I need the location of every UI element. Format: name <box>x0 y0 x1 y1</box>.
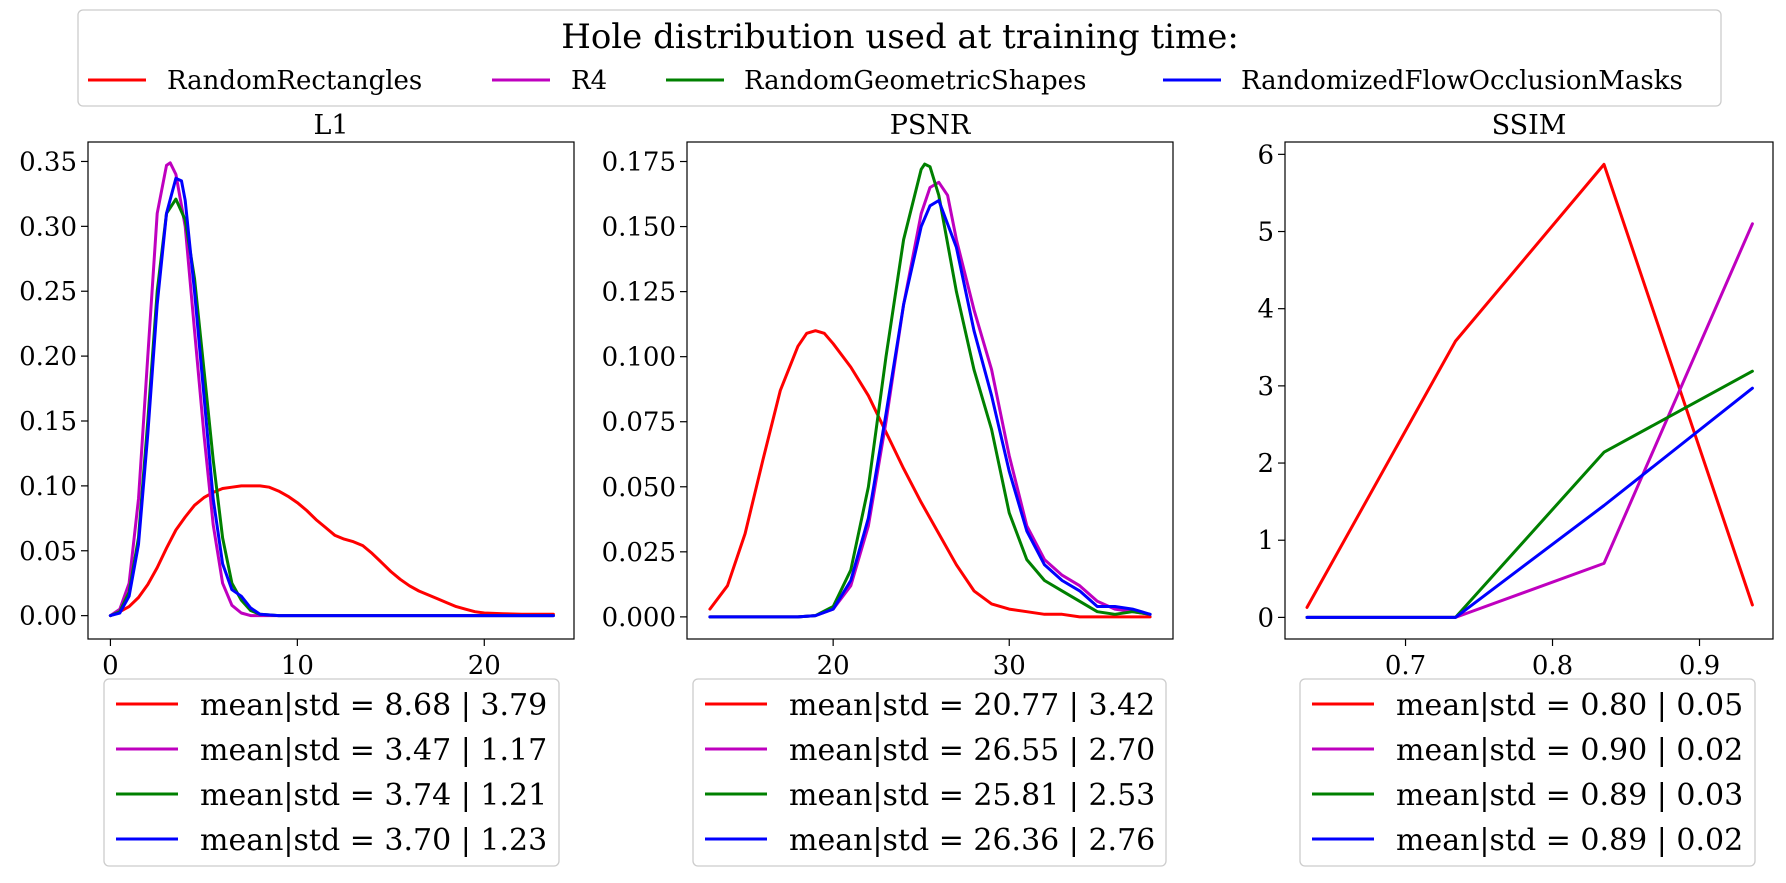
ssim-line-randomrectangles <box>1305 162 1754 609</box>
l1-line-randomgeometricshapes <box>108 197 555 618</box>
l1-xtick-label: 0 <box>102 651 119 681</box>
l1-series-group <box>108 161 555 618</box>
legend-title: Hole distribution used at training time: <box>561 17 1239 57</box>
psnr-legend-label-randomrectangles: mean|std = 20.77 | 3.42 <box>789 688 1155 723</box>
ssim-ytick-label: 1 <box>1257 526 1274 556</box>
ssim-xtick-label: 0.9 <box>1679 651 1720 681</box>
panel-psnr: PSNR 20 30 0.000 0.025 0.050 0.075 0.100 0.125 0.… <box>602 110 1174 867</box>
ssim-legend-label-randomrectangles: mean|std = 0.80 | 0.05 <box>1396 688 1743 723</box>
l1-ytick-label: 0.20 <box>19 342 77 372</box>
l1-axes-frame <box>87 141 575 640</box>
l1-ytick-label: 0.30 <box>19 212 77 242</box>
l1-legend-label-randomrectangles: mean|std = 8.68 | 3.79 <box>200 688 547 723</box>
l1-legend-frame <box>103 678 560 867</box>
psnr-line-r4 <box>708 180 1152 619</box>
l1-title: L1 <box>313 110 348 141</box>
psnr-series-group <box>708 162 1152 619</box>
l1-ytick-label: 0.10 <box>19 472 77 502</box>
l1-xtick-label: 20 <box>468 651 501 681</box>
psnr-ytick-label: 0.025 <box>602 538 676 568</box>
l1-ytick-label: 0.35 <box>19 147 77 177</box>
ssim-ytick-label: 3 <box>1257 372 1274 402</box>
ssim-title: SSIM <box>1492 110 1567 141</box>
psnr-ytick-label: 0.125 <box>602 278 676 308</box>
ssim-ytick-label: 0 <box>1257 603 1274 633</box>
ssim-line-r4 <box>1305 222 1754 619</box>
psnr-ytick-label: 0.050 <box>602 473 676 503</box>
ssim-xtick-label: 0.7 <box>1385 651 1426 681</box>
l1-line-r4 <box>108 161 555 618</box>
psnr-axes-frame <box>686 141 1174 640</box>
ssim-ytick-label: 6 <box>1257 140 1274 170</box>
top-legend-frame <box>77 9 1722 107</box>
l1-ytick-label: 0.05 <box>19 537 77 567</box>
legend-label-random-geometric-shapes: RandomGeometricShapes <box>744 66 1086 96</box>
l1-xtick-label: 10 <box>281 651 314 681</box>
l1-line-randomrectangles <box>108 484 555 618</box>
ssim-ytick-label: 4 <box>1257 295 1274 325</box>
top-legend: Hole distribution used at training time:… <box>77 9 1722 107</box>
l1-ytick-label: 0.00 <box>19 602 77 632</box>
legend-label-r4: R4 <box>571 66 607 96</box>
l1-ytick-label: 0.25 <box>19 277 77 307</box>
psnr-legend-label-randomizedflowocclusionmasks: mean|std = 26.36 | 2.76 <box>789 823 1155 858</box>
l1-legend-label-r4: mean|std = 3.47 | 1.17 <box>200 733 547 768</box>
l1-legend-label-randomgeometricshapes: mean|std = 3.74 | 1.21 <box>200 778 547 813</box>
legend-label-random-rectangles: RandomRectangles <box>167 66 422 96</box>
psnr-legend-label-randomgeometricshapes: mean|std = 25.81 | 2.53 <box>789 778 1155 813</box>
psnr-ytick-label: 0.000 <box>602 603 676 633</box>
ssim-axes-frame <box>1284 141 1774 640</box>
ssim-series-group <box>1305 162 1754 619</box>
l1-line-randomizedflowocclusionmasks <box>108 176 555 618</box>
psnr-ytick-label: 0.150 <box>602 213 676 243</box>
ssim-line-randomizedflowocclusionmasks <box>1305 386 1754 619</box>
ssim-legend-label-randomizedflowocclusionmasks: mean|std = 0.89 | 0.02 <box>1396 823 1743 858</box>
ssim-legend-label-r4: mean|std = 0.90 | 0.02 <box>1396 733 1743 768</box>
l1-ytick-label: 0.15 <box>19 407 77 437</box>
ssim-xtick-label: 0.8 <box>1532 651 1573 681</box>
psnr-ytick-label: 0.175 <box>602 148 676 178</box>
legend-label-randomized-flow-occlusion-masks: RandomizedFlowOcclusionMasks <box>1241 66 1683 96</box>
psnr-xtick-label: 30 <box>993 651 1026 681</box>
psnr-legend-frame <box>692 678 1167 867</box>
psnr-legend-label-r4: mean|std = 26.55 | 2.70 <box>789 733 1155 768</box>
panel-ssim: SSIM 0.7 0.8 0.9 0 1 2 3 4 5 6 mean|std = 0.80 | 0.… <box>1257 110 1774 867</box>
psnr-line-randomizedflowocclusionmasks <box>708 199 1152 619</box>
psnr-line-randomgeometricshapes <box>708 162 1152 619</box>
psnr-ytick-label: 0.075 <box>602 408 676 438</box>
ssim-ytick-label: 2 <box>1257 449 1274 479</box>
ssim-ytick-label: 5 <box>1257 218 1274 248</box>
psnr-ytick-label: 0.100 <box>602 343 676 373</box>
ssim-legend-frame <box>1299 678 1756 867</box>
panel-l1: L1 0 10 20 0.00 0.05 0.10 0.15 0.20 0.25 0.30 0.35 m… <box>19 110 575 867</box>
ssim-legend-label-randomgeometricshapes: mean|std = 0.89 | 0.03 <box>1396 778 1743 813</box>
psnr-title: PSNR <box>890 110 971 141</box>
psnr-xtick-label: 20 <box>817 651 850 681</box>
ssim-line-randomgeometricshapes <box>1305 369 1754 619</box>
l1-legend-label-randomizedflowocclusionmasks: mean|std = 3.70 | 1.23 <box>200 823 547 858</box>
psnr-line-randomrectangles <box>708 329 1152 619</box>
